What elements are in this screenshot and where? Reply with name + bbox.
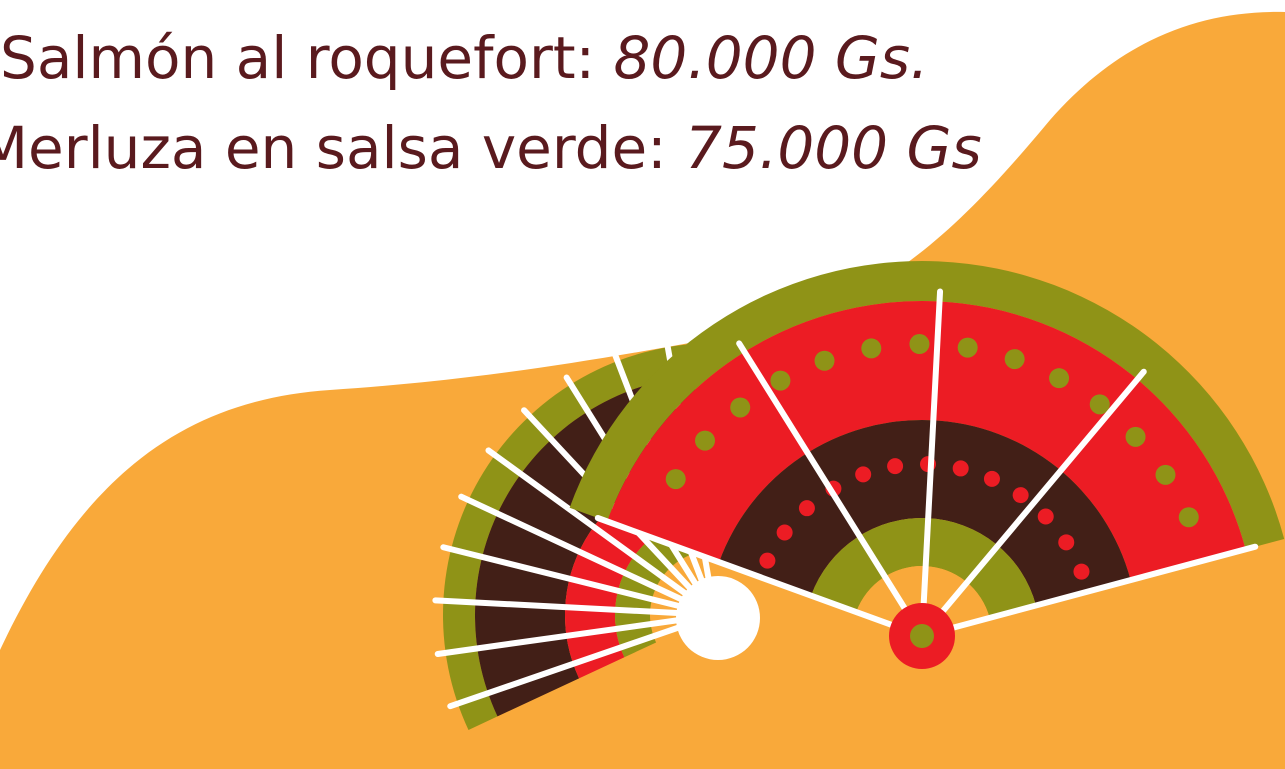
fan-dot — [887, 458, 903, 474]
dish-name: Merluza en salsa verde: — [0, 114, 685, 182]
fan-dot — [1126, 427, 1146, 447]
menu-line: Salmón al roquefort: 80.000 Gs. — [0, 24, 929, 92]
dish-name: Salmón al roquefort: — [0, 24, 614, 92]
fan-dot — [861, 338, 881, 358]
dish-price: 80.000 Gs. — [614, 24, 929, 92]
fan-dot — [1038, 509, 1054, 525]
fan-dot — [1049, 368, 1069, 388]
fan-dot — [958, 338, 978, 358]
fan-dot — [759, 553, 775, 569]
fan-dot — [1155, 465, 1175, 485]
fan-dot — [1058, 534, 1074, 550]
fan-hub — [676, 576, 760, 660]
fan-dot — [1179, 507, 1199, 527]
fan-dot — [953, 460, 969, 476]
fan-dot — [855, 466, 871, 482]
menu-line: Merluza en salsa verde: 75.000 Gs — [0, 114, 982, 182]
fan-dot — [770, 371, 790, 391]
page: Salmón al roquefort: 80.000 Gs. Merluza … — [0, 0, 1285, 769]
fan-dot — [730, 397, 750, 417]
illustration: Salmón al roquefort: 80.000 Gs. Merluza … — [0, 0, 1285, 769]
fan-dot — [799, 500, 815, 516]
fan-dot — [1073, 564, 1089, 580]
dish-price: 75.000 Gs — [685, 114, 982, 182]
fan-dot — [695, 431, 715, 451]
fan-dot — [815, 351, 835, 371]
fan-dot — [909, 334, 929, 354]
fan-dot — [1013, 487, 1029, 503]
fan-dot — [777, 524, 793, 540]
fan-dot — [666, 469, 686, 489]
fan-dot — [984, 471, 1000, 487]
fan-pivot-center — [910, 624, 934, 648]
fan-dot — [1005, 349, 1025, 369]
